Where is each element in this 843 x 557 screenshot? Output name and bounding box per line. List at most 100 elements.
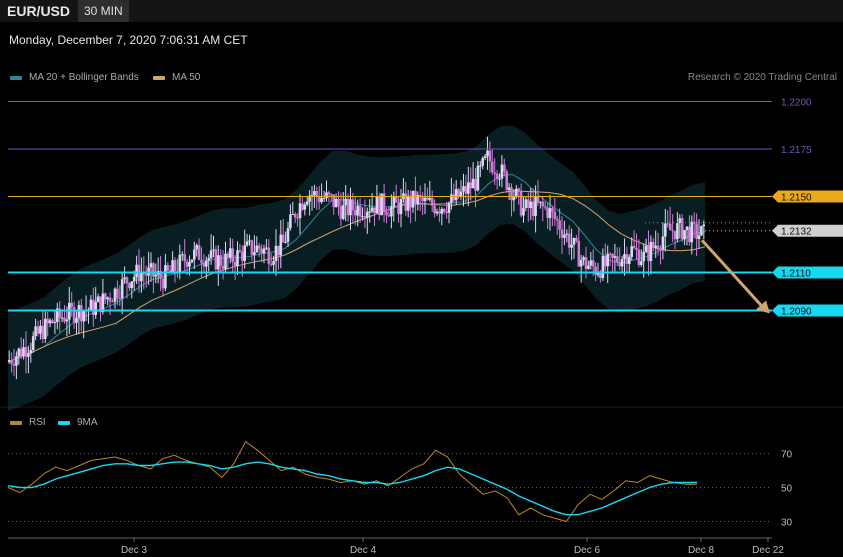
candle-body — [361, 216, 364, 218]
candle-body — [450, 194, 453, 203]
candle-body — [695, 223, 698, 239]
candle-body — [291, 214, 295, 215]
candle-body — [286, 228, 290, 242]
candle-body — [229, 248, 232, 258]
candle-body — [680, 218, 684, 240]
candle-body — [197, 245, 201, 260]
candle-body — [118, 298, 122, 300]
candle-body — [498, 178, 501, 180]
bollinger-band — [8, 125, 705, 412]
candle-body — [471, 178, 475, 189]
candle-body — [683, 230, 686, 240]
candle-body — [507, 187, 511, 190]
candle-body — [241, 251, 244, 261]
candle-body — [563, 234, 566, 238]
candle-body — [161, 278, 165, 289]
timeframe-button[interactable]: 30 MIN — [78, 0, 129, 22]
candle-body — [647, 246, 650, 261]
candle-body — [233, 261, 237, 266]
candle-body — [236, 250, 239, 266]
forecast-arrow-head — [756, 300, 770, 314]
candle-body — [553, 211, 557, 219]
candle-body — [159, 271, 162, 279]
candle-body — [253, 252, 256, 255]
rsi-level-label-30: 30 — [781, 518, 793, 529]
candle-body — [527, 199, 530, 208]
candle-body — [625, 254, 629, 264]
candle-body — [60, 317, 64, 319]
candle-body — [500, 164, 504, 179]
candle-body — [479, 165, 482, 167]
candle-body — [623, 254, 626, 260]
candle-body — [212, 249, 215, 251]
candle-body — [435, 211, 439, 214]
candle-body — [262, 248, 266, 254]
level-label-1.2150: 1.2150 — [781, 193, 812, 204]
candle-body — [202, 263, 206, 267]
candle-body — [567, 233, 571, 248]
candle-body — [570, 244, 573, 248]
candle-body — [193, 249, 196, 260]
symbol-title: EUR/USD — [7, 3, 71, 19]
candle-body — [582, 257, 585, 260]
candle-body — [113, 288, 117, 302]
candle-body — [185, 261, 189, 267]
candle-body — [515, 188, 518, 197]
candle-body — [188, 262, 191, 267]
candle-body — [577, 240, 581, 267]
candle-body — [322, 198, 326, 200]
candle-body — [433, 205, 436, 214]
candle-body — [608, 253, 612, 255]
candle-body — [394, 196, 398, 203]
candle-body — [378, 196, 381, 216]
candle-body — [245, 241, 249, 246]
candle-body — [368, 211, 371, 213]
level-tag-1.2150 — [772, 190, 843, 203]
candle-body — [390, 206, 393, 217]
candle-body — [243, 245, 246, 261]
rsi-level-label-70: 70 — [781, 450, 793, 461]
candle-body — [666, 223, 669, 225]
candle-body — [483, 156, 487, 158]
candle-body — [149, 263, 153, 268]
candle-body — [238, 250, 242, 252]
legend-bollinger-label: MA 20 + Bollinger Bands — [29, 72, 139, 83]
candle-body — [690, 221, 694, 243]
candle-body — [426, 197, 429, 200]
candle-body — [543, 206, 547, 208]
candle-body — [510, 187, 513, 201]
candle-body — [289, 214, 292, 229]
candle-body — [601, 255, 605, 278]
candle-body — [366, 211, 369, 218]
candle-body — [462, 186, 465, 192]
candle-body — [99, 296, 102, 313]
candle-body — [111, 301, 114, 303]
candle-body — [116, 288, 119, 299]
candle-body — [416, 195, 420, 205]
candle-body — [404, 193, 408, 211]
candle-body — [599, 273, 602, 278]
candle-body — [702, 224, 706, 227]
candle-body — [305, 201, 309, 205]
candle-body — [697, 235, 701, 239]
candle-body — [628, 256, 631, 264]
candle-body — [474, 178, 477, 191]
candle-body — [671, 230, 674, 232]
candle-body — [80, 305, 83, 322]
candle-body — [493, 172, 496, 174]
candle-body — [320, 198, 323, 203]
candle-body — [517, 188, 520, 191]
legend-bollinger-swatch — [10, 75, 22, 80]
candle-body — [423, 197, 427, 202]
candle-body — [298, 203, 302, 218]
candle-body — [214, 249, 218, 270]
candle-body — [392, 196, 396, 207]
candle-body — [503, 164, 506, 172]
candle-body — [104, 293, 107, 300]
candle-body — [7, 360, 11, 362]
candle-body — [587, 265, 590, 269]
candle-body — [260, 248, 263, 254]
candle-body — [190, 259, 194, 263]
candle-body — [491, 161, 494, 173]
